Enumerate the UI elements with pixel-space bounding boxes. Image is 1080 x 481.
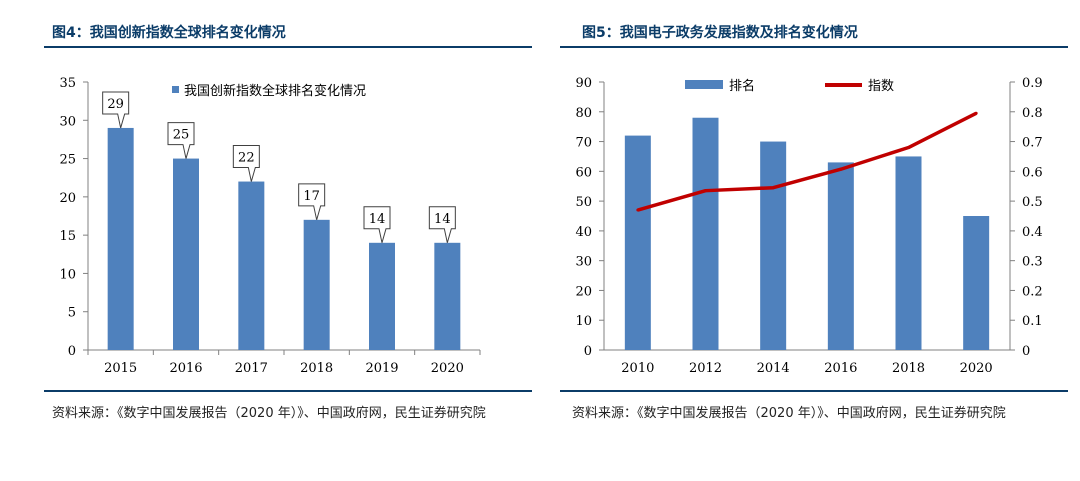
figure-4-panel: 图4：我国创新指数全球排名变化情况 0 5 10 15 20 25 30 35 2015 29 20… (44, 25, 532, 421)
y-tick-label: 70 (575, 136, 592, 151)
legend-label: 我国创新指数全球排名变化情况 (184, 83, 366, 99)
legend-swatch-bar (685, 80, 723, 89)
y-tick-label: 25 (59, 153, 76, 168)
figure-5-title: 图5：我国电子政务发展指数及排名变化情况 (582, 25, 858, 41)
y-tick-label: 35 (59, 76, 76, 91)
x-tick-label: 2020 (960, 361, 993, 376)
x-tick-label: 2016 (169, 361, 202, 376)
bar (303, 219, 330, 350)
y-tick-label: 60 (575, 165, 592, 180)
legend-swatch (172, 86, 179, 93)
data-label-callout (298, 183, 326, 220)
data-label-callout (428, 206, 456, 243)
index-point (771, 186, 775, 190)
y-tick-label: 50 (575, 195, 592, 210)
bar (692, 117, 719, 350)
x-tick-label: 2018 (892, 361, 925, 376)
data-label: 17 (303, 189, 320, 204)
x-tick-label: 2012 (689, 361, 722, 376)
figure-5-bottom-rule (560, 390, 1068, 392)
figure-5-source: 资料来源：《数字中国发展报告（2020 年）》、中国政府网，民生证券研究院 (572, 406, 1006, 421)
figure-5-panel: 图5：我国电子政务发展指数及排名变化情况 0 10 20 30 40 50 60 70 80 90… (540, 0, 1080, 481)
x-tick-label: 2017 (235, 361, 268, 376)
y-tick-label: 0 (68, 344, 76, 359)
figure-5-title-rule (560, 46, 1068, 48)
y-tick-label: 40 (575, 225, 592, 240)
y-tick-label: 15 (59, 229, 76, 244)
data-label-callout (363, 206, 391, 243)
y-tick-label: 5 (68, 306, 76, 321)
index-point (704, 189, 707, 193)
index-point (907, 146, 910, 150)
bar (369, 242, 395, 350)
y2-tick-label: 0.5 (1022, 195, 1043, 210)
y2-tick-label: 0.8 (1022, 106, 1043, 121)
figure-4-bottom-rule (44, 390, 532, 392)
bar (107, 127, 134, 350)
legend-label-bar: 排名 (729, 78, 755, 94)
data-label-callout (232, 145, 260, 182)
x-tick-label: 2014 (757, 361, 790, 376)
data-label: 25 (173, 128, 190, 143)
x-tick-label: 2018 (300, 361, 333, 376)
bar (238, 181, 265, 350)
data-label: 14 (434, 212, 451, 227)
x-tick-label: 2020 (431, 361, 464, 376)
y-tick-label: 90 (575, 76, 592, 91)
x-tick-label: 2016 (824, 361, 857, 376)
data-label-callout (102, 91, 130, 129)
data-label: 14 (369, 212, 386, 227)
data-label: 29 (107, 97, 124, 112)
figure-4-chart: 0 5 10 15 20 25 30 35 2015 29 2016 25 2017 22 2018 17 20… (59, 76, 481, 376)
y-tick-label: 20 (59, 191, 76, 206)
y-tick-label: 10 (59, 267, 76, 282)
y-tick-label: 0 (584, 344, 592, 359)
y2-tick-label: 0.7 (1022, 136, 1043, 151)
legend-label-line: 指数 (868, 79, 894, 94)
y2-tick-label: 0 (1022, 344, 1030, 359)
data-label-callout (167, 122, 195, 159)
y-tick-label: 20 (575, 284, 592, 299)
x-tick-label: 2010 (621, 361, 654, 376)
y2-tick-label: 0.1 (1022, 314, 1043, 329)
bar (760, 141, 787, 350)
x-tick-label: 2019 (365, 361, 398, 376)
index-point (839, 167, 843, 171)
bar (895, 156, 922, 350)
x-tick-label: 2015 (104, 361, 137, 376)
bar (963, 216, 990, 350)
bar (173, 158, 199, 350)
bar (624, 135, 651, 350)
index-line (637, 111, 977, 212)
index-point (974, 111, 978, 115)
y2-tick-label: 0.2 (1022, 284, 1043, 299)
y-tick-label: 30 (575, 255, 592, 270)
y-tick-label: 80 (575, 106, 592, 121)
figure-4-title: 图4：我国创新指数全球排名变化情况 (52, 25, 286, 41)
data-label: 22 (238, 151, 255, 166)
bar (434, 242, 461, 350)
y2-tick-label: 0.6 (1022, 165, 1043, 180)
figure-4-title-rule (44, 46, 532, 48)
y2-tick-label: 0.4 (1022, 225, 1043, 240)
y2-tick-label: 0.3 (1022, 255, 1043, 270)
figure-5-chart: 0 10 20 30 40 50 60 70 80 90 0 0.1 0.2 0.3 0.4 0.5 0.6 0.… (575, 76, 1043, 376)
figure-4-source: 资料来源：《数字中国发展报告（2020 年）》、中国政府网，民生证券研究院 (52, 406, 486, 421)
index-point (636, 208, 640, 212)
y2-tick-label: 0.9 (1022, 76, 1043, 91)
y-tick-label: 30 (59, 114, 76, 129)
y-tick-label: 10 (575, 314, 592, 329)
bar (827, 162, 854, 350)
